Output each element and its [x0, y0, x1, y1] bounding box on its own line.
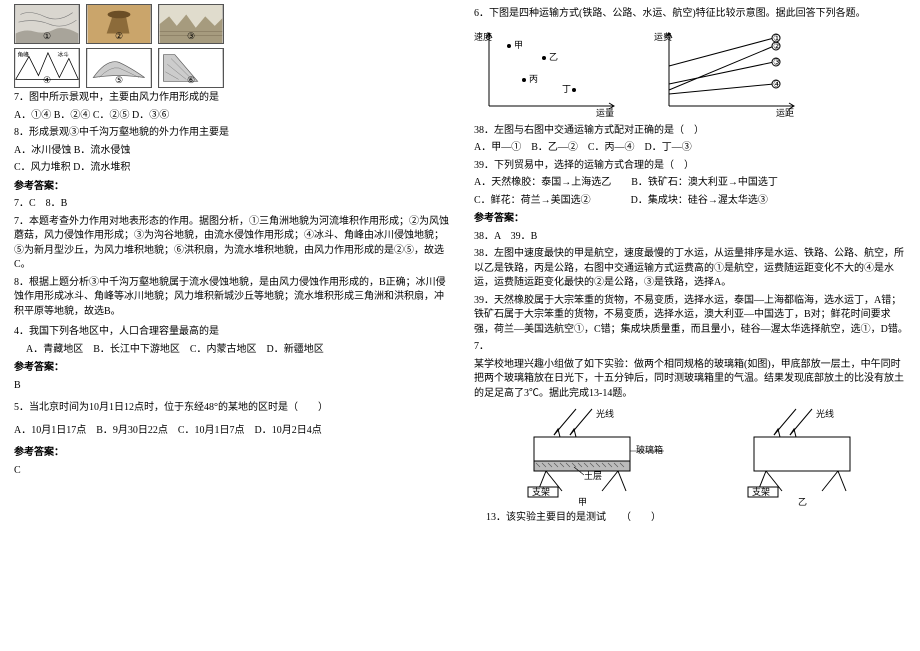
ans1-label: 参考答案：: [14, 180, 450, 195]
light-yi: 光线: [816, 408, 834, 419]
thumb-5: ⑤: [86, 48, 152, 88]
exp38: 38．左图中速度最快的甲是航空，速度最慢的丁水运，从运量排序是水运、铁路、公路、…: [474, 247, 910, 291]
thumbnail-grid: ① ② ③ 角峰 冰斗 ④ ⑤ ⑥: [14, 4, 450, 88]
ans5-label: 参考答案：: [14, 446, 450, 461]
stand-jia: 支架: [532, 486, 550, 497]
c2-l2: ②: [773, 41, 781, 51]
c2-l3: ③: [773, 57, 781, 67]
glass-jia: 玻璃箱: [636, 444, 663, 455]
light-jia: 光线: [596, 408, 614, 419]
q39-opts-b: C．鲜花：荷兰→美国选② D．集成块：硅谷→渥太华选③: [474, 194, 910, 209]
svg-text:冰斗: 冰斗: [57, 51, 69, 59]
thumb-num-5: ⑤: [115, 75, 123, 86]
c2-x: 运距: [776, 108, 794, 118]
explain8: 8．根据上题分析③中千沟万壑地貌属于流水侵蚀地貌，是由风力侵蚀作用形成的，B正确…: [14, 276, 450, 320]
thumb-1: ①: [14, 4, 80, 44]
c1-y: 速度: [474, 31, 492, 42]
ans6-label: 参考答案：: [474, 212, 910, 227]
soil-jia: 土层: [584, 470, 602, 481]
q8-opts-b: C．风力堆积 D．流水堆积: [14, 161, 450, 176]
jia-label: 甲: [578, 497, 587, 507]
q4-stem: 4．我国下列各地区中，人口合理容量最高的是: [14, 325, 450, 340]
exp-jia: 光线 玻璃箱 土层 支架 甲: [514, 407, 674, 507]
stand-yi: 支架: [752, 486, 770, 497]
q38-opts: A．甲—① B．乙—② C．丙—④ D．丁—③: [474, 141, 910, 156]
ans1-body: 7．C 8．B: [14, 197, 450, 212]
q39-opts-a: A．天然橡胶：泰国→上海选乙 B．铁矿石：澳大利亚→中国选丁: [474, 176, 910, 191]
svg-text:角峰: 角峰: [18, 51, 30, 59]
thumb-num-2: ②: [115, 31, 123, 42]
q6-stem: 6．下图是四种运输方式(铁路、公路、水运、航空)特征比较示意图。据此回答下列各题…: [474, 7, 910, 22]
chart-speed-volume: 速度 运量 甲 乙 丙 丁: [474, 28, 624, 118]
q13: 13．该实验主要目的是测试 （ ）: [474, 511, 910, 526]
chart-row: 速度 运量 甲 乙 丙 丁 运费: [474, 28, 910, 118]
c2-y: 运费: [654, 31, 672, 42]
c1-pt0: 甲: [514, 40, 523, 50]
chart-cost-distance: 运费 运距 ① ② ③ ④: [654, 28, 804, 118]
q4-opts: A．青藏地区 B．长江中下游地区 C．内蒙古地区 D．新疆地区: [14, 343, 450, 358]
exp-yi: 光线 支架 乙: [734, 407, 894, 507]
yi-label: 乙: [798, 497, 807, 507]
q8-stem: 8．形成景观③中千沟万壑地貌的外力作用主要是: [14, 126, 450, 141]
ans4-label: 参考答案：: [14, 361, 450, 376]
q5-opts: A．10月1日17点 B．9月30日22点 C．10月1日7点 D．10月2日4…: [14, 424, 450, 439]
exp39: 39．天然橡胶属于大宗笨重的货物，不易变质，选择水运，泰国—上海都临海，选水运丁…: [474, 294, 910, 338]
c1-pt2: 丙: [529, 74, 538, 84]
c1-pt3: 丁: [562, 84, 571, 94]
explain7: 7．本题考查外力作用对地表形态的作用。据图分析，①三角洲地貌为河流堆积作用形成；…: [14, 215, 450, 273]
exp-stem: 某学校地理兴趣小组做了如下实验：做两个相同规格的玻璃箱(如图)，甲底部放一层土，…: [474, 358, 910, 402]
thumb-6: ⑥: [158, 48, 224, 88]
q38-stem: 38．左图与右图中交通运输方式配对正确的是（ ）: [474, 124, 910, 139]
q39-stem: 39．下列贸易中，选择的运输方式合理的是（ ）: [474, 159, 910, 174]
thumb-2: ②: [86, 4, 152, 44]
q8-opts-a: A．冰川侵蚀 B．流水侵蚀: [14, 144, 450, 159]
thumb-num-1: ①: [43, 31, 51, 42]
thumb-3: ③: [158, 4, 224, 44]
q7-stem: 7．图中所示景观中，主要由风力作用形成的是: [14, 91, 450, 106]
c1-pt1: 乙: [549, 52, 558, 62]
thumb-num-6: ⑥: [187, 75, 195, 86]
thumb-4: 角峰 冰斗 ④: [14, 48, 80, 88]
ans4-body: B: [14, 379, 450, 394]
q7r: 7．: [474, 340, 910, 355]
experiment-row: 光线 玻璃箱 土层 支架 甲: [514, 407, 910, 507]
thumb-num-3: ③: [187, 31, 195, 42]
ans6-body: 38．A 39．B: [474, 230, 910, 245]
c2-l4: ④: [773, 79, 781, 89]
thumb-num-4: ④: [43, 75, 51, 86]
q5-stem: 5．当北京时间为10月1日12点时，位于东经48°的某地的区时是（ ）: [14, 401, 450, 416]
q7-opts: A．①④ B．②④ C．②⑤ D．③⑥: [14, 109, 450, 124]
c1-x: 运量: [596, 108, 614, 118]
ans5-body: C: [14, 464, 450, 479]
